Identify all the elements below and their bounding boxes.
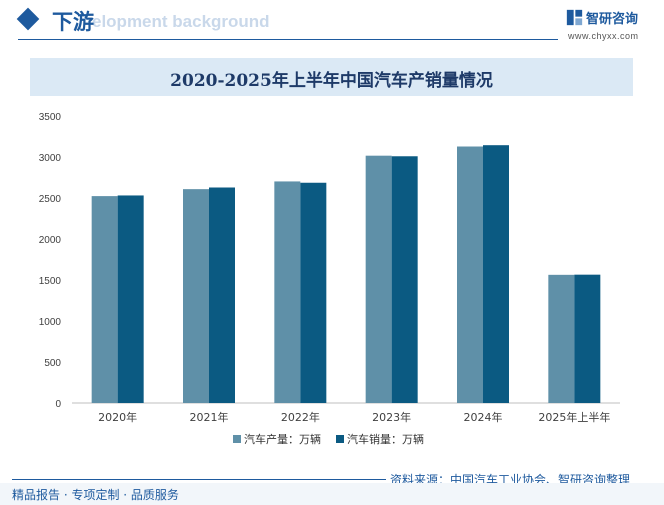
bar-production (274, 181, 301, 403)
logo-name: 智研咨询 (586, 12, 639, 27)
chart-title-band: 2020-2025年上半年中国汽车产销量情况 (30, 58, 633, 96)
brand-logo: 智研咨询 www.chyxx.com (566, 7, 658, 43)
header-divider (18, 39, 558, 40)
x-tick-label: 2024年 (464, 410, 503, 424)
bar-sales (117, 195, 144, 403)
y-tick-label: 500 (44, 358, 61, 369)
x-tick-label: 2021年 (190, 410, 229, 424)
y-tick-label: 2500 (39, 194, 62, 205)
bar-sales (574, 274, 601, 403)
y-tick-label: 3500 (39, 112, 62, 123)
x-tick-label: 2022年 (281, 410, 320, 424)
legend-label: 汽车销量：万辆 (347, 432, 424, 446)
bar-production (91, 196, 118, 403)
legend: 汽车产量：万辆 汽车销量：万辆 (233, 432, 424, 446)
legend-swatch (233, 435, 241, 443)
diamond-icon (16, 7, 40, 31)
chart-title: 2020-2025年上半年中国汽车产销量情况 (170, 71, 493, 91)
y-tick-label: 1000 (39, 317, 62, 328)
x-tick-label: 2025年上半年 (538, 410, 610, 424)
bars (91, 145, 601, 403)
y-axis: 0 500 1000 1500 2000 2500 3000 3500 (39, 112, 62, 410)
source-row: 资料来源：中国汽车工业协会、智研咨询整理 (0, 473, 664, 487)
x-tick-label: 2023年 (372, 410, 411, 424)
bar-sales (209, 187, 235, 403)
x-axis-labels: 2020年 2021年 2022年 2023年 2024年 2025年上半年 (98, 410, 610, 424)
bar-production (183, 189, 209, 403)
chyxx-logo-icon (566, 9, 583, 26)
bar-production (365, 155, 392, 403)
x-tick-label: 2020年 (98, 410, 137, 424)
bar-production (457, 146, 483, 403)
bar-sales (300, 182, 327, 403)
y-tick-label: 1500 (39, 276, 62, 287)
footer-bar: 精品报告 · 专项定制 · 品质服务 (0, 483, 664, 505)
logo-url: www.chyxx.com (568, 31, 639, 41)
y-tick-label: 3000 (39, 153, 62, 164)
bar-production (548, 274, 575, 403)
section-title: 下游 (52, 10, 94, 34)
background-watermark-text: elopment background (92, 12, 270, 31)
y-tick-label: 2000 (39, 235, 62, 246)
bar-sales (391, 156, 418, 403)
footer-tagline: 精品报告 · 专项定制 · 品质服务 (12, 488, 179, 502)
page-footer: 资料来源：中国汽车工业协会、智研咨询整理 精品报告 · 专项定制 · 品质服务 (0, 473, 664, 505)
legend-swatch (336, 435, 344, 443)
page-header: elopment background 下游 智研咨询 www.chyxx.co… (0, 0, 664, 44)
bar-sales (483, 145, 509, 403)
source-divider (12, 479, 386, 480)
legend-label: 汽车产量：万辆 (244, 432, 321, 446)
y-tick-label: 0 (55, 399, 61, 410)
